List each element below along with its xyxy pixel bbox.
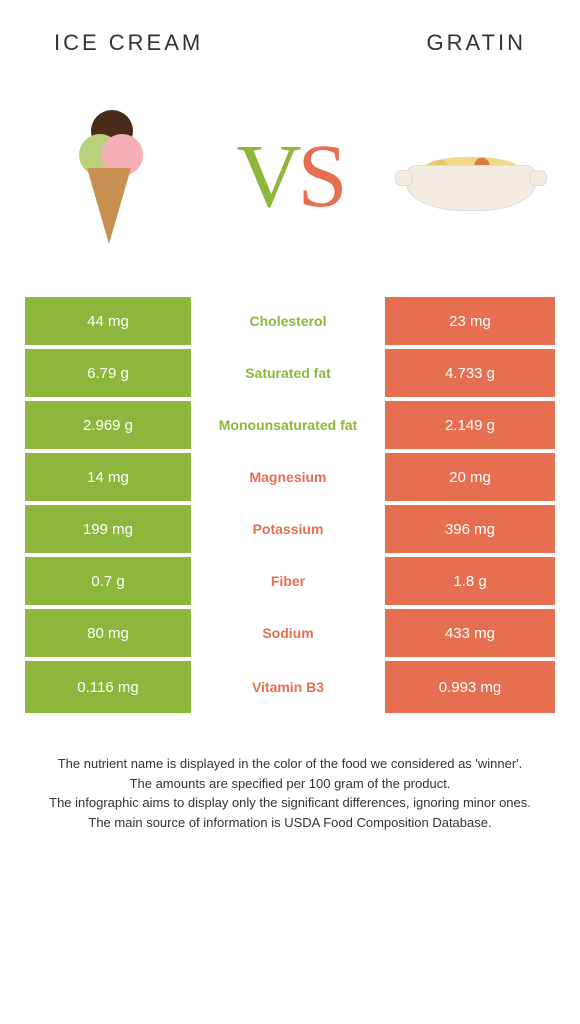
- nutrient-label: Magnesium: [195, 453, 385, 501]
- table-row: 14 mgMagnesium20 mg: [25, 453, 555, 505]
- right-food-title: GRATIN: [427, 30, 526, 56]
- nutrient-label: Potassium: [195, 505, 385, 553]
- right-value: 20 mg: [385, 453, 555, 501]
- left-value: 2.969 g: [25, 401, 195, 449]
- table-row: 0.7 gFiber1.8 g: [25, 557, 555, 609]
- nutrient-label: Saturated fat: [195, 349, 385, 397]
- nutrient-label: Cholesterol: [195, 297, 385, 345]
- nutrition-table: 44 mgCholesterol23 mg6.79 gSaturated fat…: [24, 296, 556, 714]
- right-value: 396 mg: [385, 505, 555, 553]
- left-value: 80 mg: [25, 609, 195, 657]
- footnote-line: The amounts are specified per 100 gram o…: [34, 774, 546, 794]
- table-row: 199 mgPotassium396 mg: [25, 505, 555, 557]
- left-value: 44 mg: [25, 297, 195, 345]
- right-value: 2.149 g: [385, 401, 555, 449]
- left-value: 0.116 mg: [25, 661, 195, 713]
- comparison-header: ICE CREAM GRATIN: [24, 20, 556, 76]
- right-value: 4.733 g: [385, 349, 555, 397]
- table-row: 6.79 gSaturated fat4.733 g: [25, 349, 555, 401]
- footnote-line: The nutrient name is displayed in the co…: [34, 754, 546, 774]
- left-value: 199 mg: [25, 505, 195, 553]
- table-row: 0.116 mgVitamin B30.993 mg: [25, 661, 555, 713]
- vs-v: V: [236, 127, 297, 226]
- left-value: 6.79 g: [25, 349, 195, 397]
- vs-s: S: [297, 127, 343, 226]
- table-row: 80 mgSodium433 mg: [25, 609, 555, 661]
- nutrient-label: Vitamin B3: [195, 661, 385, 713]
- right-value: 23 mg: [385, 297, 555, 345]
- table-row: 2.969 gMonounsaturated fat2.149 g: [25, 401, 555, 453]
- vs-label: VS: [236, 125, 343, 228]
- right-value: 433 mg: [385, 609, 555, 657]
- gratin-icon: [396, 131, 546, 221]
- right-value: 1.8 g: [385, 557, 555, 605]
- ice-cream-icon: [34, 106, 184, 246]
- left-value: 14 mg: [25, 453, 195, 501]
- hero-row: VS: [24, 76, 556, 296]
- footnote-line: The infographic aims to display only the…: [34, 793, 546, 813]
- nutrient-label: Monounsaturated fat: [195, 401, 385, 449]
- nutrient-label: Sodium: [195, 609, 385, 657]
- footnotes: The nutrient name is displayed in the co…: [24, 714, 556, 842]
- left-food-title: ICE CREAM: [54, 30, 203, 56]
- nutrient-label: Fiber: [195, 557, 385, 605]
- left-value: 0.7 g: [25, 557, 195, 605]
- right-value: 0.993 mg: [385, 661, 555, 713]
- footnote-line: The main source of information is USDA F…: [34, 813, 546, 833]
- table-row: 44 mgCholesterol23 mg: [25, 297, 555, 349]
